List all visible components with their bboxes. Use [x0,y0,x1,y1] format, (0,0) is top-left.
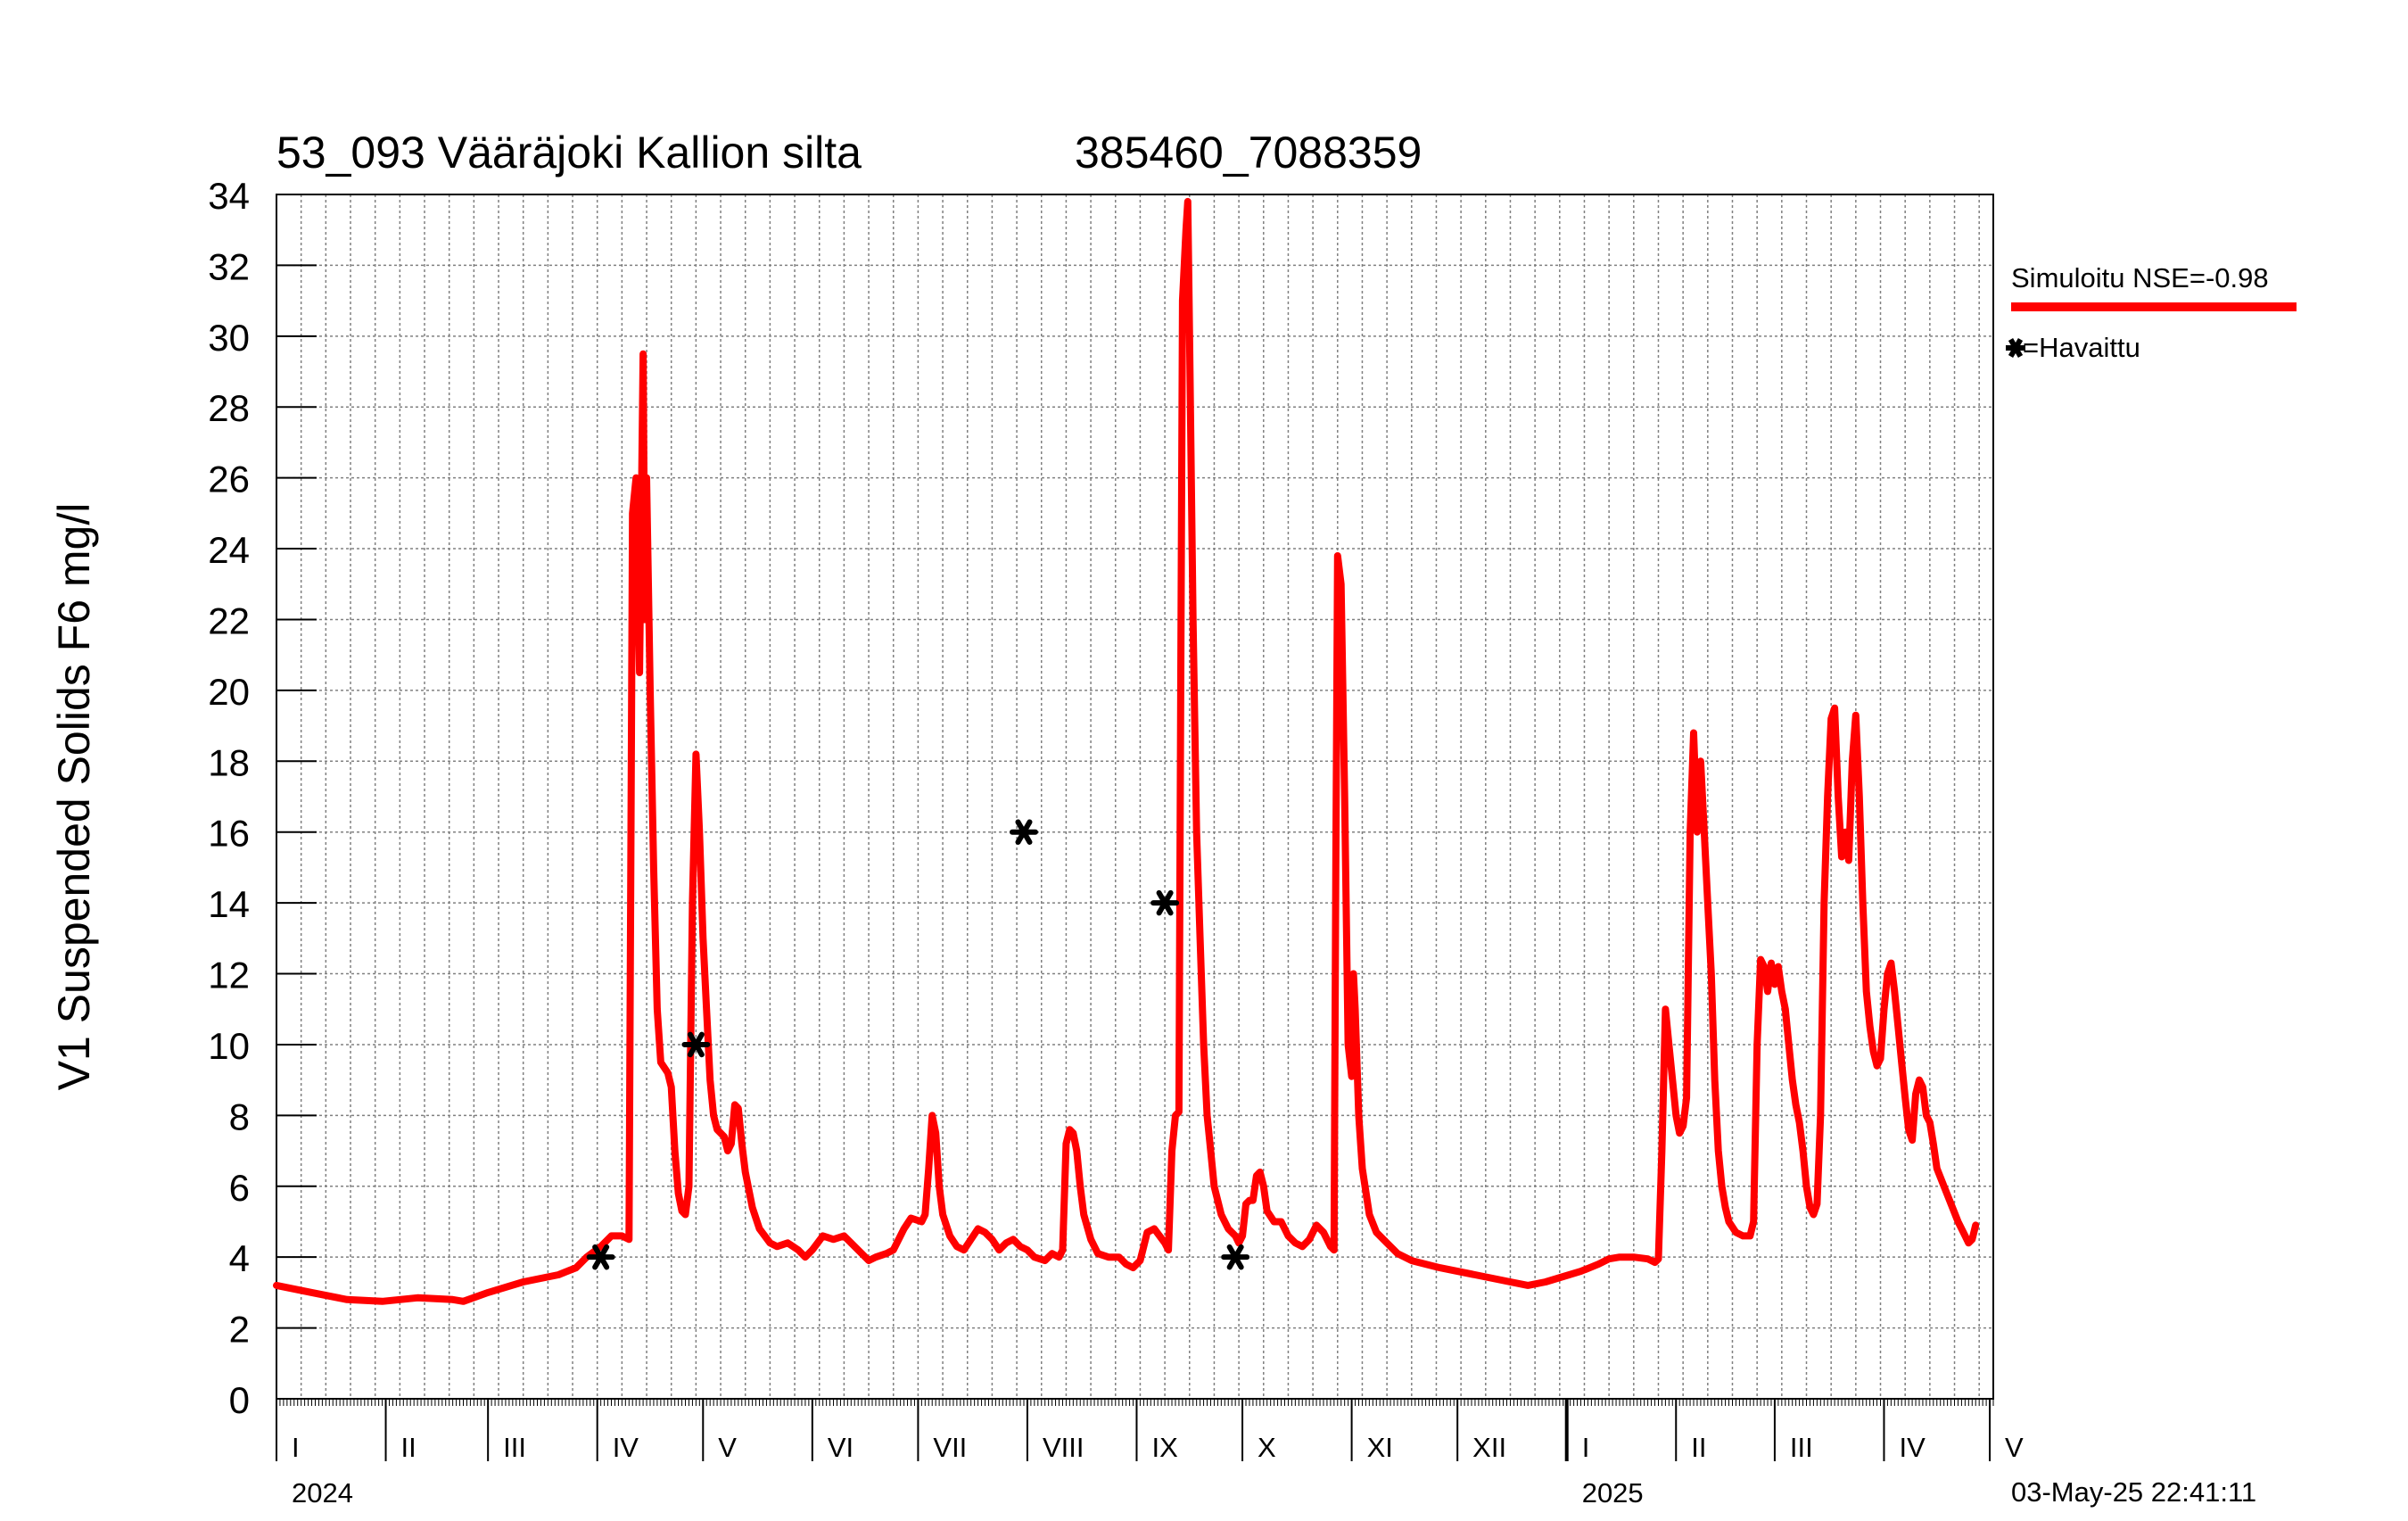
observed-point [1221,1244,1250,1270]
observed-point [586,1244,615,1270]
observed-point [1009,819,1038,845]
grid-layer [276,194,1993,1399]
legend: Simuloitu NSE=-0.98 =Havaittu [2006,262,2297,363]
y-axis-label: V1 Suspended Solids F6 mg/l [49,503,99,1091]
y-tick-label: 2 [229,1309,250,1351]
tick-layer [276,194,317,1400]
y-tick-label: 6 [229,1167,250,1209]
chart-title: 53_093 Vääräjoki Kallion silta [276,128,862,178]
month-label: V [2005,1432,2024,1463]
month-label: VII [933,1432,967,1463]
month-label: IV [613,1432,639,1463]
y-tick-label: 26 [208,459,250,500]
month-label: I [1582,1432,1590,1463]
y-tick-label: 16 [208,813,250,855]
station-code: 385460_7088359 [1075,128,1422,178]
month-label: II [1691,1432,1706,1463]
year-label: 2025 [1582,1477,1644,1509]
month-label: I [292,1432,300,1463]
observed-markers [586,819,1250,1270]
month-label: VI [828,1432,854,1463]
y-tick-label: 20 [208,671,250,713]
timestamp: 03-May-25 22:41:11 [2011,1476,2256,1508]
y-tick-label: 34 [208,175,250,217]
month-label: III [1790,1432,1813,1463]
y-tick-label: 24 [208,529,250,571]
observed-point [1150,889,1180,916]
year-label: 2024 [292,1477,353,1509]
month-label: V [718,1432,737,1463]
y-tick-label: 30 [208,317,250,359]
y-tick-label: 18 [208,741,250,783]
y-tick-label: 8 [229,1095,250,1137]
y-tick-label: 32 [208,245,250,287]
month-label: VIII [1043,1432,1084,1463]
plot-frame [276,194,1994,1400]
y-tick-label: 14 [208,883,250,925]
y-tick-label: 4 [229,1237,250,1279]
y-tick-label: 10 [208,1025,250,1067]
month-label: IX [1151,1432,1178,1463]
y-tick-label: 0 [229,1379,250,1421]
observed-point [681,1031,711,1058]
month-label: XI [1367,1432,1393,1463]
month-label: XII [1472,1432,1506,1463]
legend-simulated-label: Simuloitu NSE=-0.98 [2011,262,2269,293]
y-tick-label: 28 [208,387,250,429]
y-tick-label: 12 [208,955,250,996]
month-label: III [503,1432,526,1463]
legend-observed-label: =Havaittu [2023,332,2140,363]
month-label: II [401,1432,416,1463]
legend-observed-marker [2006,337,2025,359]
month-label: X [1258,1432,1276,1463]
simulated-series-line [273,197,1980,1305]
month-label: IV [1899,1432,1926,1463]
series-layer [273,197,1980,1305]
y-tick-label: 22 [208,599,250,641]
